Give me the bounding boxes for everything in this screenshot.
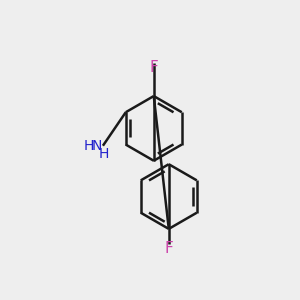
Text: H: H [84,139,94,153]
Text: F: F [149,60,158,75]
Text: N: N [92,139,102,153]
Text: F: F [164,241,173,256]
Text: H: H [99,147,109,161]
